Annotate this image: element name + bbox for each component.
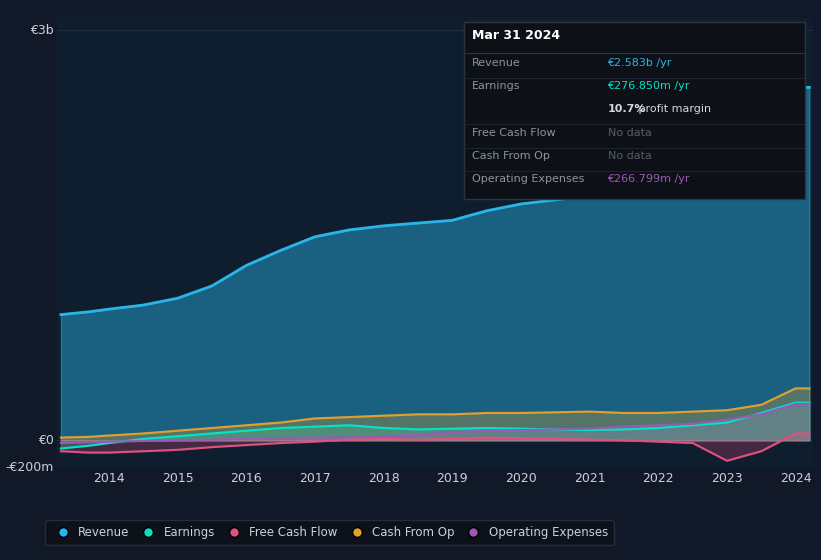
Text: €3b: €3b	[30, 24, 53, 37]
Text: Revenue: Revenue	[472, 58, 521, 68]
Text: Cash From Op: Cash From Op	[472, 151, 550, 161]
Text: profit margin: profit margin	[635, 104, 711, 114]
Text: Free Cash Flow: Free Cash Flow	[472, 128, 556, 138]
Text: €2.583b /yr: €2.583b /yr	[608, 58, 672, 68]
Text: €266.799m /yr: €266.799m /yr	[608, 174, 690, 184]
Text: 10.7%: 10.7%	[608, 104, 646, 114]
Text: No data: No data	[608, 128, 651, 138]
Text: Mar 31 2024: Mar 31 2024	[472, 29, 560, 42]
Text: Earnings: Earnings	[472, 81, 521, 91]
Text: €276.850m /yr: €276.850m /yr	[608, 81, 690, 91]
Text: €0: €0	[38, 434, 53, 447]
Text: Operating Expenses: Operating Expenses	[472, 174, 585, 184]
Text: No data: No data	[608, 151, 651, 161]
Legend: Revenue, Earnings, Free Cash Flow, Cash From Op, Operating Expenses: Revenue, Earnings, Free Cash Flow, Cash …	[45, 520, 614, 545]
Text: -€200m: -€200m	[5, 461, 53, 474]
